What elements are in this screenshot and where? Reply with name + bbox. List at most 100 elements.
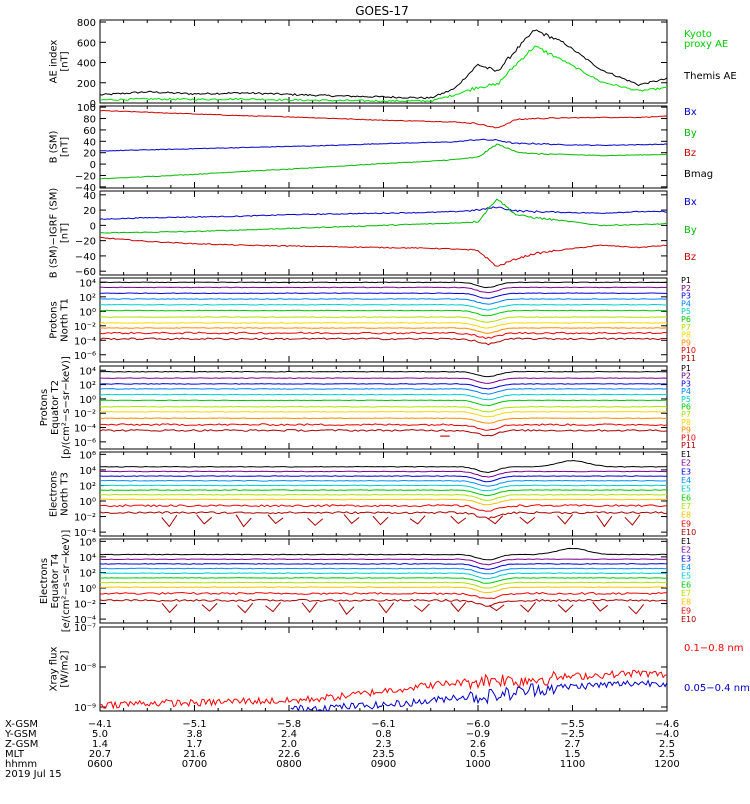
legend-entry: P11: [681, 441, 696, 450]
flux-line: [100, 428, 667, 437]
flux-line: [100, 393, 667, 401]
y-tick-label: −40: [75, 252, 96, 263]
y-axis-label: Protons: [39, 389, 50, 426]
y-tick-label: 10⁴: [79, 278, 96, 289]
legend-entry: E4: [681, 563, 691, 572]
legend-entry: Kyoto: [684, 29, 712, 40]
flux-line: [100, 547, 667, 561]
plot-area-et4: [100, 547, 667, 615]
plot-area-xray: [100, 669, 667, 711]
y-tick-label: 10⁻²: [74, 513, 96, 524]
flux-line: [100, 281, 667, 289]
y-tick-label: 40: [83, 137, 96, 148]
x-row-value: −6.0: [466, 719, 490, 730]
flux-fragment: [624, 514, 641, 526]
x-row-value: 5.0: [92, 729, 108, 740]
flux-line: [100, 567, 667, 575]
flux-line: [100, 292, 667, 299]
legend-entry: proxy AE: [684, 39, 728, 50]
flux-fragment: [557, 604, 574, 613]
y-tick-label: 10⁰: [79, 497, 96, 508]
x-row-value: 3.8: [187, 729, 203, 740]
flux-fragment: [488, 604, 505, 612]
plot-area-bsm: [100, 109, 667, 180]
flux-fragment: [519, 516, 536, 525]
legend-entry: E5: [681, 485, 691, 494]
x-row-value: 1200: [654, 759, 679, 770]
y-tick-label: −20: [75, 237, 96, 248]
x-row-value: −0.9: [466, 729, 490, 740]
y-axis-label: [p/(cm²−s−sr−keV)]: [61, 356, 72, 459]
flux-line: [100, 316, 667, 323]
series-line: [100, 138, 667, 152]
series-line: [100, 206, 667, 220]
panel-frame-ae: [99, 19, 668, 104]
y-tick-label: 10⁻⁷: [74, 623, 96, 634]
flux-line: [100, 577, 667, 584]
series-line: [100, 29, 667, 100]
legend-entry: Bz: [684, 148, 696, 159]
flux-fragment: [628, 604, 645, 615]
y-axis-label: Electrons: [39, 558, 50, 604]
flux-line: [100, 459, 667, 474]
legend-entry: By: [684, 128, 697, 139]
flux-line: [100, 498, 667, 506]
x-row-label: hhmm: [5, 759, 37, 770]
flux-line: [100, 303, 667, 311]
flux-fragment: [596, 514, 613, 528]
x-row-value: 20.7: [89, 749, 111, 760]
y-tick-label: 10⁴: [79, 553, 96, 564]
y-tick-label: −60: [75, 267, 96, 278]
y-tick-label: 10²: [79, 381, 96, 392]
x-row-value: 1000: [465, 759, 490, 770]
flux-line: [100, 286, 667, 294]
y-axis-label: [W/m2]: [60, 650, 71, 687]
x-row-value: −5.5: [560, 719, 584, 730]
y-tick-label: 10²: [79, 293, 96, 304]
y-tick-label: 10²: [79, 568, 96, 579]
y-axis-label: North T3: [60, 472, 71, 516]
flux-line: [100, 399, 667, 407]
flux-line: [100, 581, 667, 589]
legend-entry: By: [684, 225, 697, 236]
flux-line: [100, 377, 667, 384]
y-axis-label: B (SM): [49, 130, 60, 163]
flux-line: [100, 309, 667, 317]
flux-line: [100, 327, 667, 334]
x-row-value: 1100: [560, 759, 585, 770]
legend-entry: E2: [681, 546, 691, 555]
y-tick-label: 10⁻²: [74, 409, 96, 420]
y-tick-label: 10⁴: [79, 466, 96, 477]
plot-area-ae: [100, 29, 667, 103]
legend-entry: P7: [681, 323, 691, 332]
y-tick-label: 10⁶: [79, 450, 96, 461]
legend-entry: Bx: [684, 107, 697, 118]
flux-fragment: [450, 515, 467, 525]
legend-entry: P6: [681, 403, 691, 412]
flux-line: [100, 504, 667, 512]
panel-frame-xray: [99, 626, 668, 712]
flux-line: [100, 563, 667, 570]
y-tick-label: 10⁻⁸: [74, 663, 96, 674]
x-row-label: Z-GSM: [5, 739, 38, 750]
flux-fragment: [450, 602, 467, 613]
flux-fragment: [409, 515, 426, 525]
legend-entry: E7: [681, 589, 691, 598]
flux-line: [100, 475, 667, 483]
legend-entry: Themis AE: [683, 71, 737, 82]
flux-line: [100, 470, 667, 478]
y-tick-label: 20: [83, 149, 96, 160]
panel-frame-pt1: [99, 277, 668, 363]
legend-entry: P4: [681, 299, 691, 308]
flux-line: [100, 383, 667, 390]
flux-fragment: [265, 602, 281, 613]
legend-entry: E1: [681, 537, 691, 546]
legend-entry: P2: [681, 372, 691, 381]
flux-fragment: [338, 602, 355, 615]
x-row-value: 2.3: [376, 739, 392, 750]
y-tick-label: 0: [90, 160, 96, 171]
x-row-value: 0800: [276, 759, 301, 770]
legend-entry: Bx: [684, 197, 697, 208]
